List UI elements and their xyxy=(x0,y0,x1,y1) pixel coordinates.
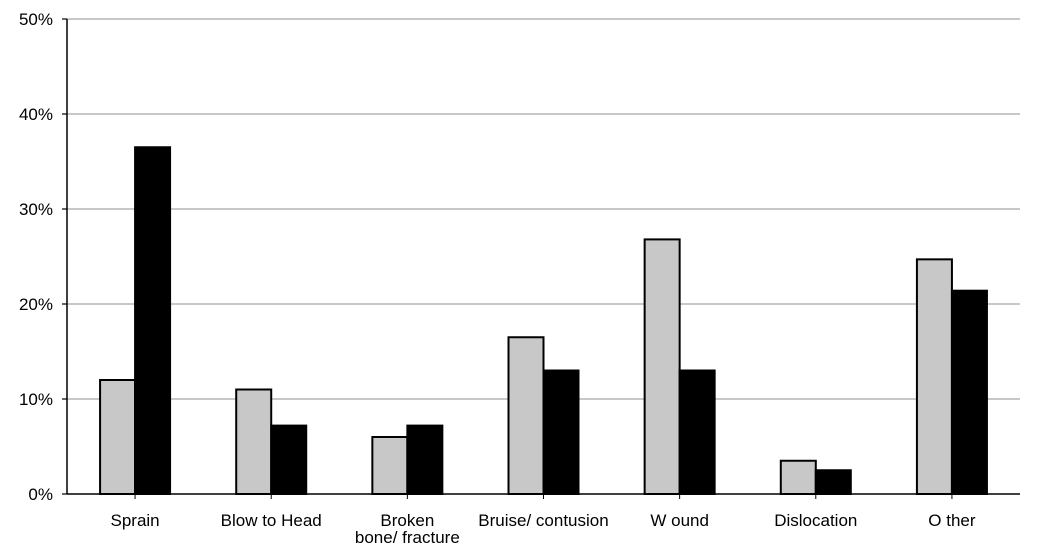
bars xyxy=(99,146,988,496)
x-category-label: O ther xyxy=(928,511,976,530)
axes xyxy=(66,19,1020,495)
y-tick-label: 10% xyxy=(19,390,53,409)
y-tick-label: 0% xyxy=(28,485,53,504)
y-tick-labels: 0% 10% 20% 30% 40% 50% xyxy=(19,10,53,504)
y-tick-label: 20% xyxy=(19,295,53,314)
bar-series-1 xyxy=(235,388,273,495)
y-tick-label: 50% xyxy=(19,10,53,29)
bar-series-2 xyxy=(542,369,580,495)
x-category-label: Bruise/ contusion xyxy=(478,511,608,530)
bar-series-1 xyxy=(779,459,817,495)
bar-series-2 xyxy=(678,369,716,495)
bar-series-1 xyxy=(371,436,409,495)
bar-series-1 xyxy=(915,258,953,495)
bar-series-2 xyxy=(950,289,988,496)
x-category-label: Dislocation xyxy=(774,511,857,530)
x-category-label: Blow to Head xyxy=(221,511,322,530)
y-tick-label: 40% xyxy=(19,105,53,124)
y-tick-label: 30% xyxy=(19,200,53,219)
x-category-label: Sprain xyxy=(111,511,160,530)
bar-series-2 xyxy=(406,424,444,496)
gridlines xyxy=(62,18,1020,499)
bar-series-2 xyxy=(814,469,852,495)
x-category-label: Broken xyxy=(380,511,434,530)
bar-series-2 xyxy=(270,424,308,496)
bar-series-1 xyxy=(99,379,137,495)
bar-series-2 xyxy=(134,146,172,495)
x-category-label: W ound xyxy=(650,511,709,530)
bar-series-1 xyxy=(643,238,681,495)
x-category-label: bone/ fracture xyxy=(355,528,460,547)
bar-series-1 xyxy=(507,336,545,495)
